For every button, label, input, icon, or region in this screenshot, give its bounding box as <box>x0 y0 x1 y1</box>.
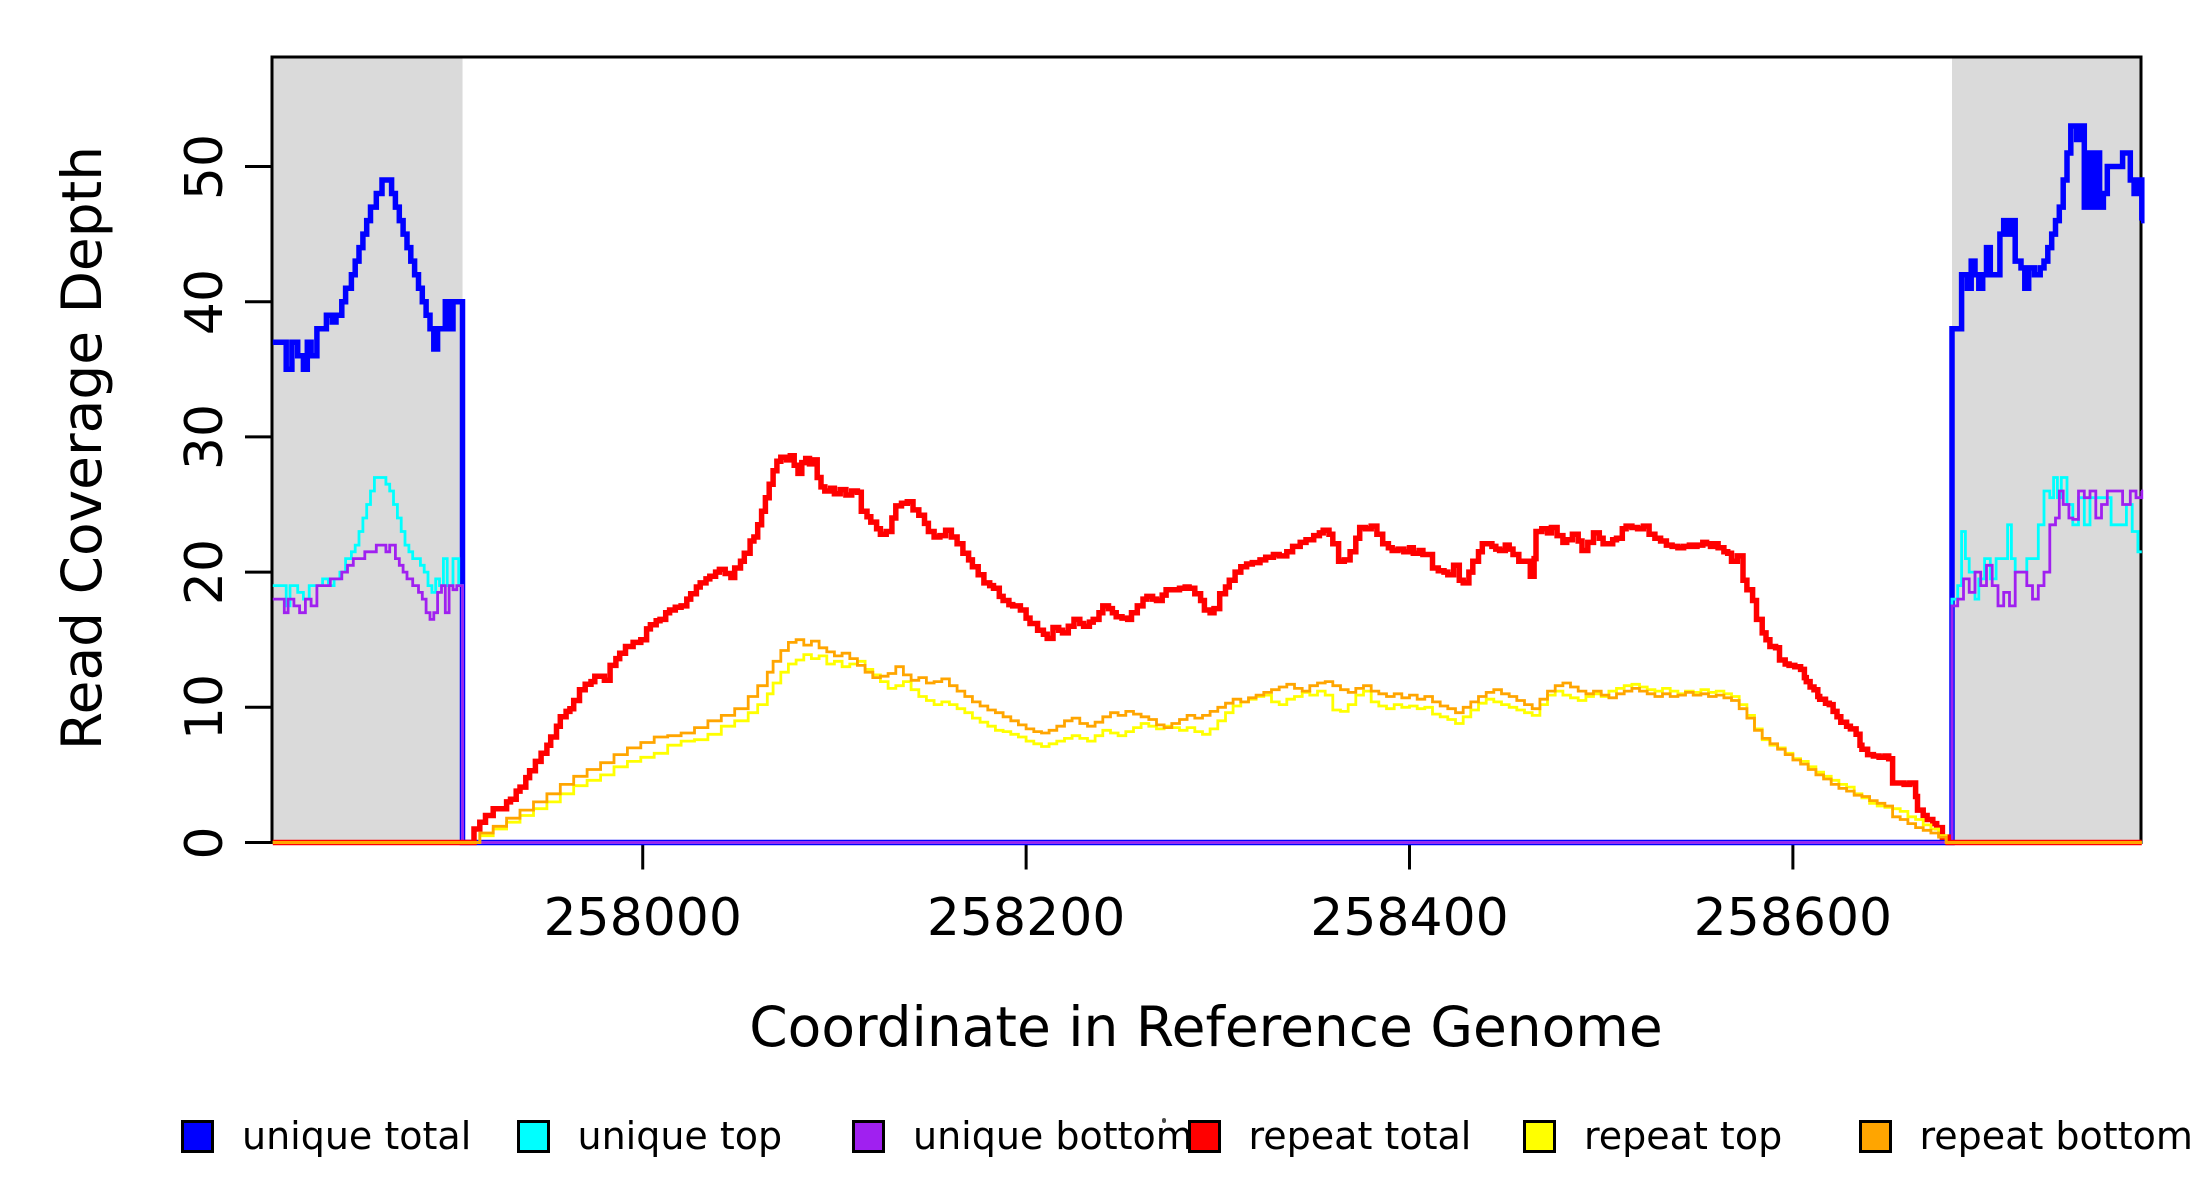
legend-label-unique-total: unique total <box>242 1114 472 1158</box>
legend-label-repeat-total: repeat total <box>1248 1114 1472 1158</box>
legend-item-repeat-total: repeat total <box>1187 1112 1472 1160</box>
y-tick-label-0: 0 <box>175 825 235 860</box>
legend-item-unique-top: unique top <box>516 1112 783 1160</box>
legend-swatch-repeat-bottom <box>1858 1119 1892 1153</box>
legend: unique total unique top unique bottom repea… <box>0 1112 2200 1172</box>
series-line-unique-total <box>272 123 2145 846</box>
legend-swatch-unique-total <box>181 1119 214 1153</box>
shaded-region-left <box>272 57 463 843</box>
x-tick-label-258400: 258400 <box>1310 888 1509 948</box>
legend-label-repeat-bottom: repeat bottom <box>1919 1114 2193 1158</box>
series-line-repeat-bottom <box>272 638 2142 844</box>
legend-item-repeat-top: repeat top <box>1523 1112 1782 1160</box>
legend-label-unique-top: unique top <box>577 1114 783 1158</box>
x-tick-label-258600: 258600 <box>1693 888 1893 948</box>
legend-item-repeat-bottom: repeat bottom <box>1858 1112 2193 1160</box>
legend-swatch-repeat-total <box>1187 1119 1221 1153</box>
y-tick-label-10: 10 <box>175 674 235 741</box>
y-tick-label-30: 30 <box>175 403 235 470</box>
series-line-repeat-total <box>272 453 2142 846</box>
y-tick-label-20: 20 <box>175 539 235 606</box>
series-line-unique-top <box>272 476 2142 844</box>
legend-label-repeat-top: repeat top <box>1584 1114 1783 1158</box>
x-axis-title: Coordinate in Reference Genome <box>749 995 1663 1059</box>
shaded-region-right <box>1951 57 2141 843</box>
legend-item-unique-bottom: unique bottom <box>852 1112 1193 1160</box>
legend-item-unique-total: unique total <box>181 1112 471 1160</box>
series-line-repeat-top <box>272 653 2142 844</box>
y-tick-label-40: 40 <box>175 268 235 335</box>
stray-speck <box>1162 1118 1166 1123</box>
x-tick-label-258200: 258200 <box>926 888 1126 948</box>
plot-border-box <box>270 55 2143 844</box>
y-tick-label-50: 50 <box>175 133 235 200</box>
legend-swatch-unique-bottom <box>852 1119 885 1153</box>
legend-label-unique-bottom: unique bottom <box>913 1114 1193 1158</box>
series-line-unique-bottom <box>272 489 2144 844</box>
legend-swatch-repeat-top <box>1523 1119 1556 1153</box>
x-tick-label-258000: 258000 <box>543 888 742 948</box>
y-axis-title: Read Coverage Depth <box>50 145 114 751</box>
legend-swatch-unique-top <box>516 1119 550 1153</box>
